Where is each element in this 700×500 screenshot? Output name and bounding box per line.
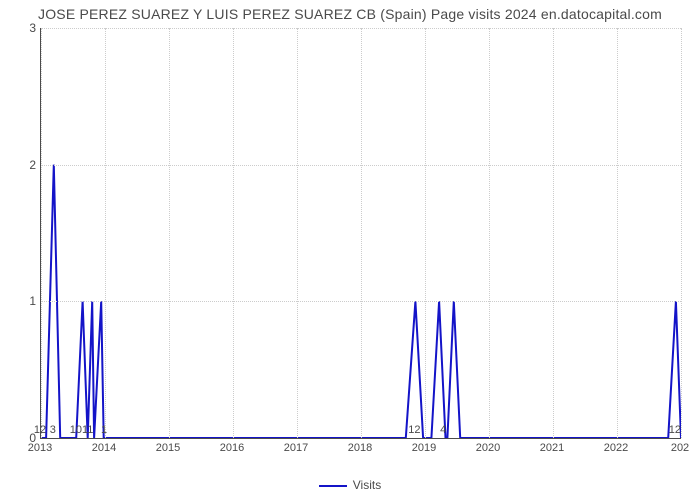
gridline-v	[617, 28, 618, 438]
gridline-v	[361, 28, 362, 438]
gridline-v	[169, 28, 170, 438]
y-tick-label: 0	[6, 431, 36, 445]
gridline-v	[425, 28, 426, 438]
y-tick-label: 1	[6, 294, 36, 308]
data-point-label: 1	[101, 424, 107, 436]
x-tick-label: 2016	[220, 442, 244, 454]
legend: Visits	[0, 478, 700, 492]
gridline-v	[681, 28, 682, 438]
y-tick-label: 3	[6, 21, 36, 35]
y-tick-label: 2	[6, 158, 36, 172]
x-tick-label: 2020	[476, 442, 500, 454]
gridline-h	[41, 28, 681, 29]
data-point-label: 3	[50, 424, 56, 436]
x-tick-label: 202	[671, 442, 689, 454]
data-point-label: 1011	[70, 424, 94, 436]
gridline-v	[553, 28, 554, 438]
data-point-label: 12	[669, 424, 681, 436]
gridline-v	[297, 28, 298, 438]
gridline-v	[233, 28, 234, 438]
x-tick-label: 2015	[156, 442, 180, 454]
gridline-h	[41, 301, 681, 302]
data-point-label: 4	[440, 424, 446, 436]
legend-label: Visits	[353, 478, 381, 492]
x-tick-label: 2017	[284, 442, 308, 454]
x-tick-label: 2021	[540, 442, 564, 454]
x-tick-label: 2014	[92, 442, 116, 454]
x-tick-label: 2019	[412, 442, 436, 454]
x-tick-label: 2018	[348, 442, 372, 454]
gridline-v	[489, 28, 490, 438]
gridline-v	[105, 28, 106, 438]
gridline-v	[41, 28, 42, 438]
chart-container: JOSE PEREZ SUAREZ Y LUIS PEREZ SUAREZ CB…	[0, 0, 700, 500]
x-tick-label: 2022	[604, 442, 628, 454]
gridline-h	[41, 165, 681, 166]
plot-area	[40, 28, 681, 439]
data-point-label: 12	[408, 424, 420, 436]
data-point-label: 12	[34, 424, 46, 436]
chart-title: JOSE PEREZ SUAREZ Y LUIS PEREZ SUAREZ CB…	[0, 6, 700, 22]
legend-swatch	[319, 485, 347, 487]
